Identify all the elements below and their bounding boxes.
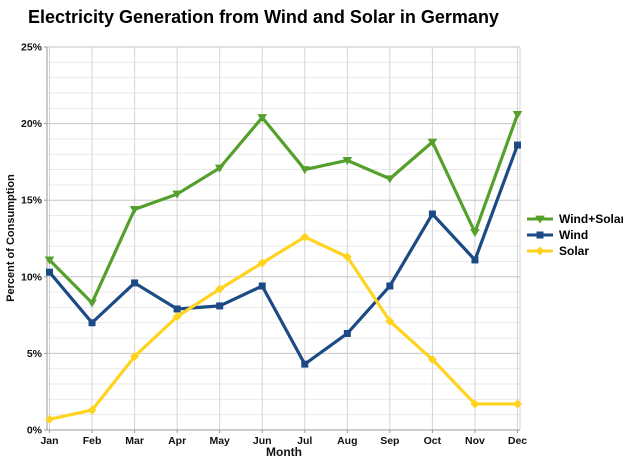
data-point-diamond <box>470 399 480 409</box>
series-wind-solar <box>44 111 523 308</box>
y-tick-label: 5% <box>27 348 43 360</box>
data-point-triangle <box>44 256 55 265</box>
data-point-square <box>173 305 181 313</box>
data-point-triangle <box>385 175 395 184</box>
chart-title: Electricity Generation from Wind and Sol… <box>28 7 499 27</box>
legend-swatch <box>527 246 553 256</box>
data-point-diamond <box>130 351 140 361</box>
x-tick-label: Nov <box>465 435 485 447</box>
data-point-square <box>46 268 53 276</box>
data-point-diamond <box>342 252 352 262</box>
y-tick-label: 10% <box>21 271 43 283</box>
x-tick-label: May <box>209 435 230 447</box>
data-point-square <box>386 282 394 290</box>
data-point-triangle <box>257 114 268 123</box>
legend-marker <box>535 215 545 224</box>
data-point-triangle <box>172 190 182 199</box>
data-point-square <box>258 282 266 290</box>
data-point-triangle <box>129 205 140 214</box>
series-line <box>47 112 520 305</box>
data-point-square <box>301 360 309 368</box>
x-tick-label: Dec <box>508 435 527 447</box>
data-point-diamond <box>215 284 225 294</box>
data-point-diamond <box>513 399 522 409</box>
x-axis-title: Month <box>266 445 302 459</box>
data-point-diamond <box>427 355 437 365</box>
x-tick-label: Oct <box>424 435 442 447</box>
data-point-diamond <box>385 316 395 326</box>
series-solar <box>45 232 522 424</box>
data-point-triangle <box>87 299 97 308</box>
legend-marker <box>535 246 545 256</box>
data-point-square <box>471 256 479 264</box>
x-tick-label: Aug <box>337 435 357 447</box>
data-point-square <box>216 302 224 310</box>
legend-label: Solar <box>559 244 590 258</box>
data-point-triangle <box>512 111 523 120</box>
data-point-triangle <box>342 156 353 165</box>
x-tick-label: Feb <box>83 435 102 447</box>
legend-swatch <box>527 231 553 239</box>
data-point-triangle <box>299 166 310 175</box>
data-point-diamond <box>87 405 97 415</box>
y-tick-label: 0% <box>27 425 43 437</box>
y-tick-label: 15% <box>21 195 43 207</box>
x-tick-label: Apr <box>168 435 186 447</box>
series-line <box>47 143 520 366</box>
x-tick-label: Jun <box>253 435 272 447</box>
series-line <box>47 235 520 421</box>
legend-swatch <box>527 215 553 224</box>
data-point-square <box>514 141 521 149</box>
data-point-triangle <box>470 228 480 237</box>
data-point-diamond <box>257 258 267 268</box>
y-tick-label: 25% <box>21 42 43 54</box>
data-point-square <box>88 319 96 327</box>
legend-item-wind-solar: Wind+Solar <box>526 212 623 226</box>
legend-label: Wind+Solar <box>559 212 623 226</box>
legend-marker <box>536 231 544 239</box>
x-tick-label: Jan <box>40 435 58 447</box>
legend-label: Wind <box>559 228 589 242</box>
series-wind <box>46 141 521 368</box>
x-tick-label: Jul <box>297 435 312 447</box>
data-point-triangle <box>427 138 438 147</box>
data-point-diamond <box>300 232 310 242</box>
legend-item-solar: Solar <box>526 244 623 258</box>
data-point-square <box>428 210 436 218</box>
x-tick-label: Sep <box>380 435 399 447</box>
data-point-diamond <box>45 414 54 424</box>
data-point-diamond <box>172 312 182 322</box>
y-tick-label: 20% <box>21 118 43 130</box>
data-point-square <box>131 279 139 287</box>
legend: Wind+Solar Wind Solar <box>526 212 623 258</box>
legend-item-wind: Wind <box>526 228 623 242</box>
data-point-triangle <box>214 164 225 173</box>
data-point-square <box>343 329 351 337</box>
x-tick-label: Mar <box>125 435 144 447</box>
